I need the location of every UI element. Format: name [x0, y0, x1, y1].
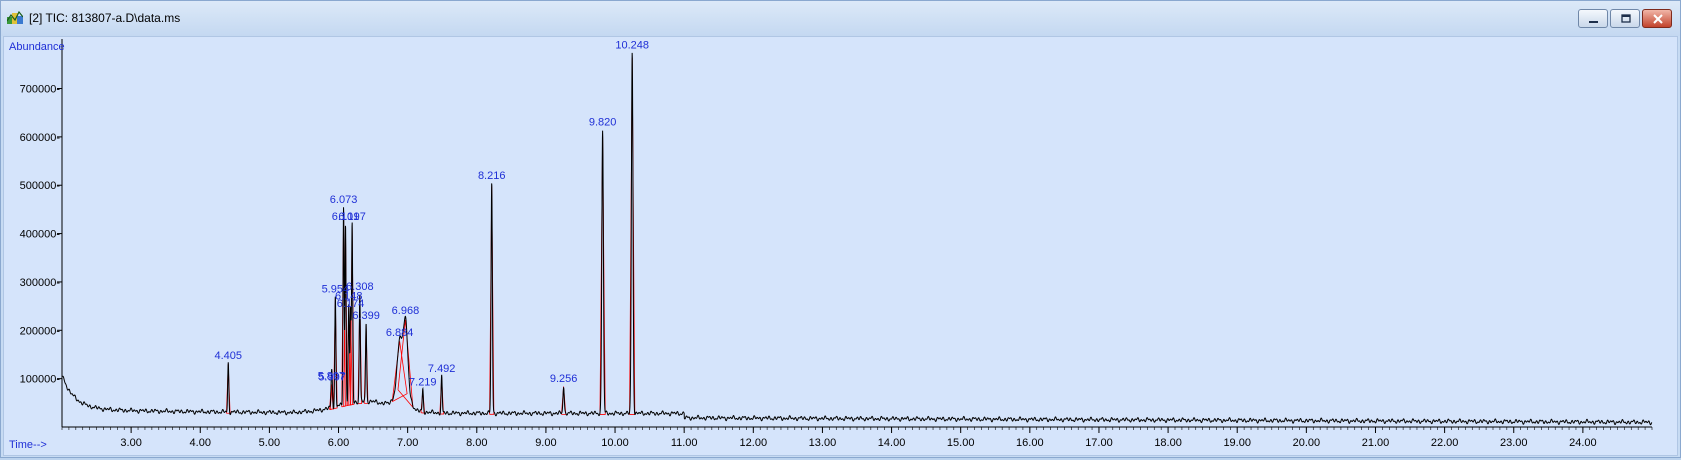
- peak-label: 6.174: [337, 298, 365, 310]
- peak-label: 6.101: [332, 211, 360, 223]
- peak-label: 6.197: [338, 211, 366, 223]
- tic-trace: [61, 52, 1653, 426]
- y-tick-label: 200000-: [20, 325, 61, 337]
- peak-label: 9.256: [550, 373, 578, 385]
- close-icon: [1653, 14, 1663, 24]
- peak-label: 4.405: [214, 350, 242, 362]
- chromatogram-app-icon: [7, 11, 23, 24]
- peak-label: 9.820: [589, 117, 617, 129]
- x-tick-label: 8.00: [466, 437, 487, 449]
- y-tick-label: 500000-: [20, 180, 61, 192]
- x-tick-label: 24.00: [1569, 437, 1597, 449]
- peak-label: 6.073: [330, 194, 358, 206]
- x-tick-label: 6.00: [328, 437, 349, 449]
- peak-label: 6.308: [346, 281, 374, 293]
- x-tick-label: 14.00: [878, 437, 906, 449]
- y-tick-label: 600000-: [20, 132, 61, 144]
- plot-area: 3.00 4.00 5.00 6.00 7.00 8.00 9.00 10.00 11.00 12…: [3, 36, 1678, 456]
- peak-label: 5.954: [322, 283, 350, 295]
- y-tick-label: 300000-: [20, 277, 61, 289]
- x-tick-label: 11.00: [671, 437, 698, 449]
- peak-label: 10.248: [615, 39, 649, 51]
- x-tick-label: 16.00: [1016, 437, 1044, 449]
- y-tick-label: 700000-: [20, 84, 61, 96]
- x-tick-label: 5.00: [259, 437, 280, 449]
- x-tick-label: 21.00: [1362, 437, 1390, 449]
- x-tick-label: 19.00: [1223, 437, 1251, 449]
- x-tick-label: 13.00: [809, 437, 837, 449]
- window-title: [2] TIC: 813807-a.D\data.ms: [29, 11, 181, 25]
- close-button[interactable]: [1642, 9, 1672, 28]
- x-tick-label: 15.00: [947, 437, 975, 449]
- x-tick-label: 17.00: [1085, 437, 1113, 449]
- integration-line: [397, 319, 414, 409]
- integration-baselines: [226, 57, 636, 415]
- y-tick-label: 100000-: [20, 374, 61, 386]
- peak-label: 5.907: [318, 371, 346, 383]
- peak-label: 6.399: [352, 310, 380, 322]
- restore-button[interactable]: [1610, 9, 1640, 28]
- x-tick-label: 4.00: [190, 437, 211, 449]
- chromatogram-chart: 3.00 4.00 5.00 6.00 7.00 8.00 9.00 10.00 11.00 12…: [9, 39, 1653, 451]
- peak-label: 5.897: [318, 370, 346, 382]
- x-tick-label: 9.00: [535, 437, 556, 449]
- x-tick-label: 20.00: [1293, 437, 1321, 449]
- x-tick-label: 10.00: [601, 437, 629, 449]
- integration-line: [391, 341, 408, 402]
- x-tick-label: 7.00: [397, 437, 418, 449]
- x-tick-label: 3.00: [120, 437, 141, 449]
- peak-label: 7.219: [409, 376, 437, 388]
- chart-axes: 3.00 4.00 5.00 6.00 7.00 8.00 9.00 10.00 11.00 12…: [20, 39, 1653, 449]
- peak-label: 6.968: [392, 305, 420, 317]
- minimize-button[interactable]: [1578, 9, 1608, 28]
- peak-label: 7.492: [428, 363, 456, 375]
- y-axis-label: Abundance: [9, 41, 65, 53]
- restore-icon: [1621, 14, 1631, 23]
- x-tick-label: 23.00: [1500, 437, 1528, 449]
- y-tick-label: 400000-: [20, 229, 61, 241]
- peak-label: 8.216: [478, 170, 506, 182]
- x-tick-label: 22.00: [1431, 437, 1459, 449]
- minimize-icon: [1589, 21, 1598, 23]
- title-bar[interactable]: [2] TIC: 813807-a.D\data.ms: [1, 1, 1680, 36]
- x-axis-label: Time-->: [9, 439, 47, 451]
- x-tick-label: 18.00: [1154, 437, 1182, 449]
- x-tick-label: 12.00: [740, 437, 768, 449]
- peak-label: 6.148: [335, 291, 363, 303]
- peak-label: 6.884: [386, 327, 414, 339]
